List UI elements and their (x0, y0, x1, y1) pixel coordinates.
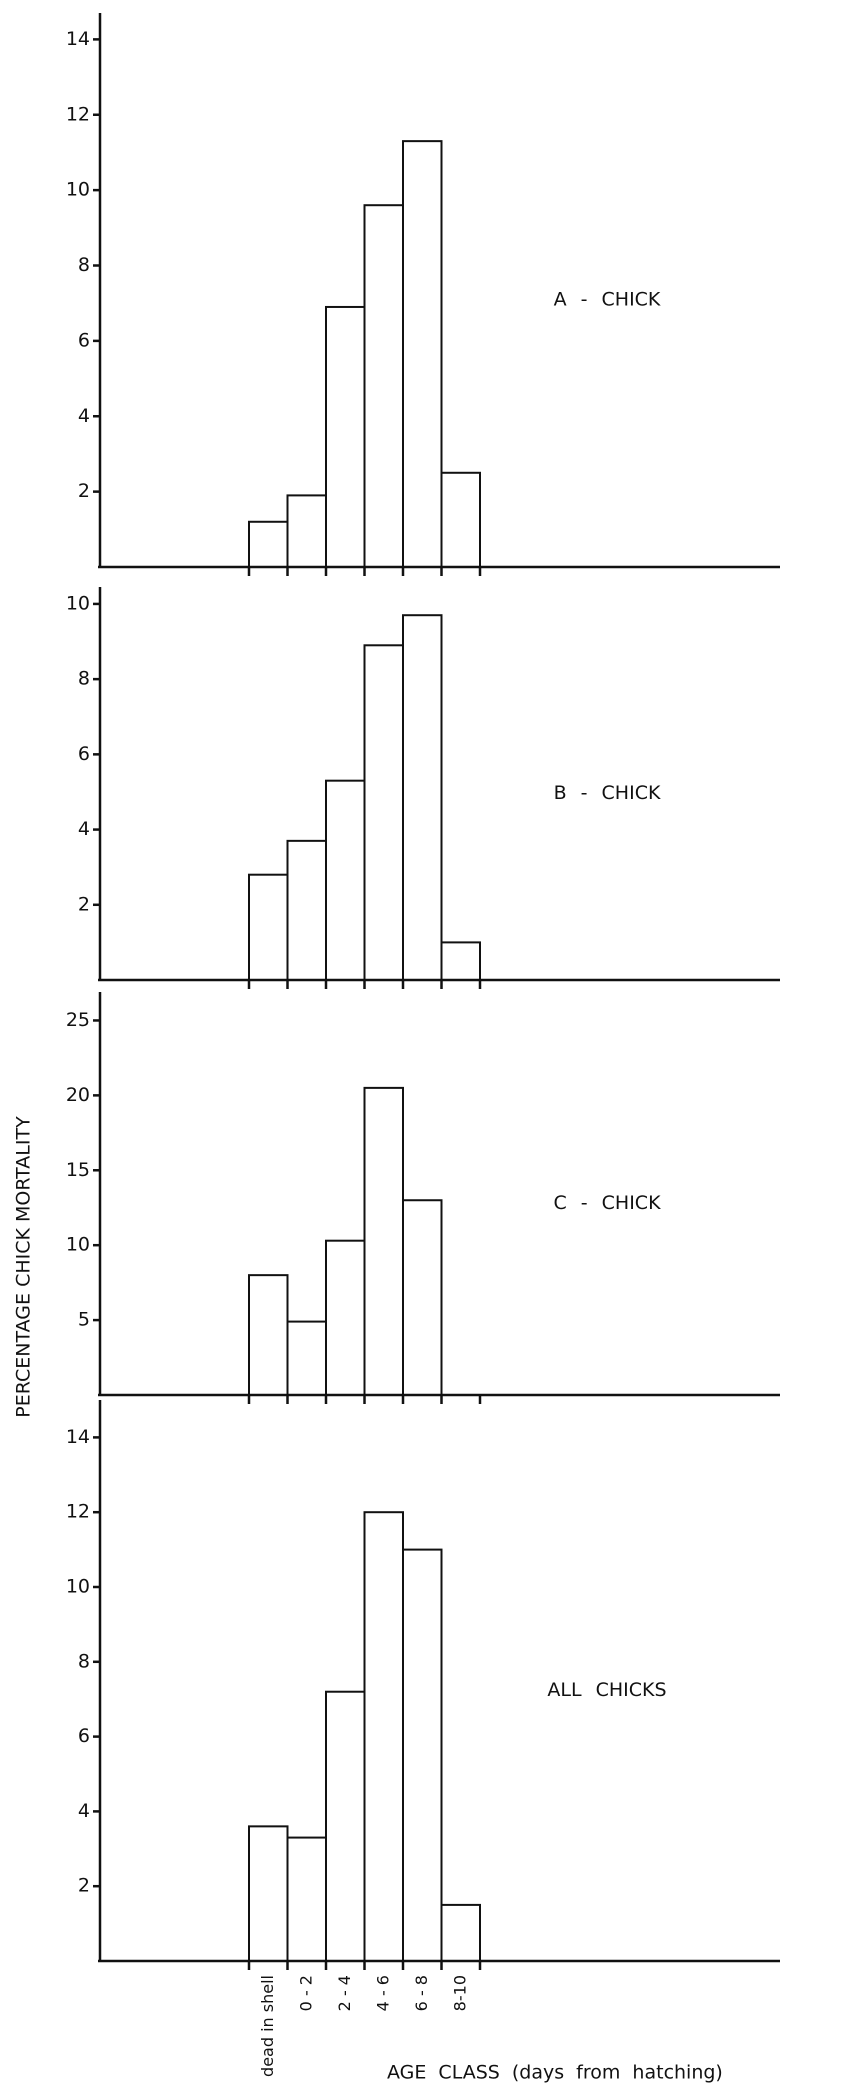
y-tick-label: 6 (78, 329, 90, 351)
panel-label: ALL CHICKS (547, 1679, 666, 1701)
bar (363, 1086, 404, 1396)
bar (286, 839, 327, 982)
bar (325, 1690, 366, 1962)
y-tick-label: 14 (66, 28, 90, 50)
y-tick-label: 8 (78, 668, 90, 690)
bar (248, 873, 289, 981)
bar (440, 941, 481, 981)
y-tick-label: 6 (78, 1725, 90, 1747)
bar (325, 779, 366, 982)
bar (402, 140, 443, 568)
y-tick-label: 10 (66, 592, 90, 614)
x-tick-label: 4 - 6 (373, 1975, 392, 2011)
y-tick-label: 2 (78, 1875, 90, 1897)
bar (286, 494, 327, 569)
x-axis-label: AGE CLASS (days from hatching) (387, 2062, 723, 2084)
bar (325, 1239, 366, 1396)
y-tick-label: 5 (78, 1309, 90, 1331)
x-tick-label: 2 - 4 (335, 1975, 354, 2011)
x-tick-label: 0 - 2 (296, 1975, 315, 2011)
bar (440, 471, 481, 569)
bar (363, 644, 404, 981)
y-tick-label: 20 (66, 1084, 90, 1106)
bar (402, 1199, 443, 1396)
y-tick-label: 4 (78, 818, 90, 840)
y-tick-label: 4 (78, 405, 90, 427)
bar (402, 1548, 443, 1962)
y-axis-label: PERCENTAGE CHICK MORTALITY (13, 1116, 35, 1418)
y-tick-label: 15 (66, 1159, 90, 1181)
bar (402, 614, 443, 981)
bar (440, 1903, 481, 1963)
bar (248, 1274, 289, 1396)
x-tick-label: 8-10 (450, 1975, 469, 2011)
y-tick-label: 25 (66, 1009, 90, 1031)
bar (286, 1320, 327, 1396)
y-tick-label: 12 (66, 103, 90, 125)
panel-label: A - CHICK (554, 289, 661, 311)
bar (248, 1825, 289, 1962)
x-tick-label: dead in shell (258, 1975, 277, 2077)
y-tick-label: 8 (78, 254, 90, 276)
y-tick-label: 6 (78, 743, 90, 765)
y-tick-label: 2 (78, 480, 90, 502)
panel-label: B - CHICK (554, 782, 661, 804)
bar (363, 204, 404, 569)
bar (248, 520, 289, 569)
y-tick-label: 14 (66, 1426, 90, 1448)
panel-label: C - CHICK (553, 1192, 661, 1214)
y-tick-label: 10 (66, 179, 90, 201)
bar (363, 1511, 404, 1962)
y-tick-label: 10 (66, 1234, 90, 1256)
y-tick-label: 2 (78, 893, 90, 915)
y-tick-label: 8 (78, 1650, 90, 1672)
y-tick-label: 4 (78, 1800, 90, 1822)
y-tick-label: 12 (66, 1501, 90, 1523)
x-tick-label: 6 - 8 (412, 1975, 431, 2011)
bar (286, 1836, 327, 1962)
bar (325, 305, 366, 568)
y-tick-label: 10 (66, 1576, 90, 1598)
